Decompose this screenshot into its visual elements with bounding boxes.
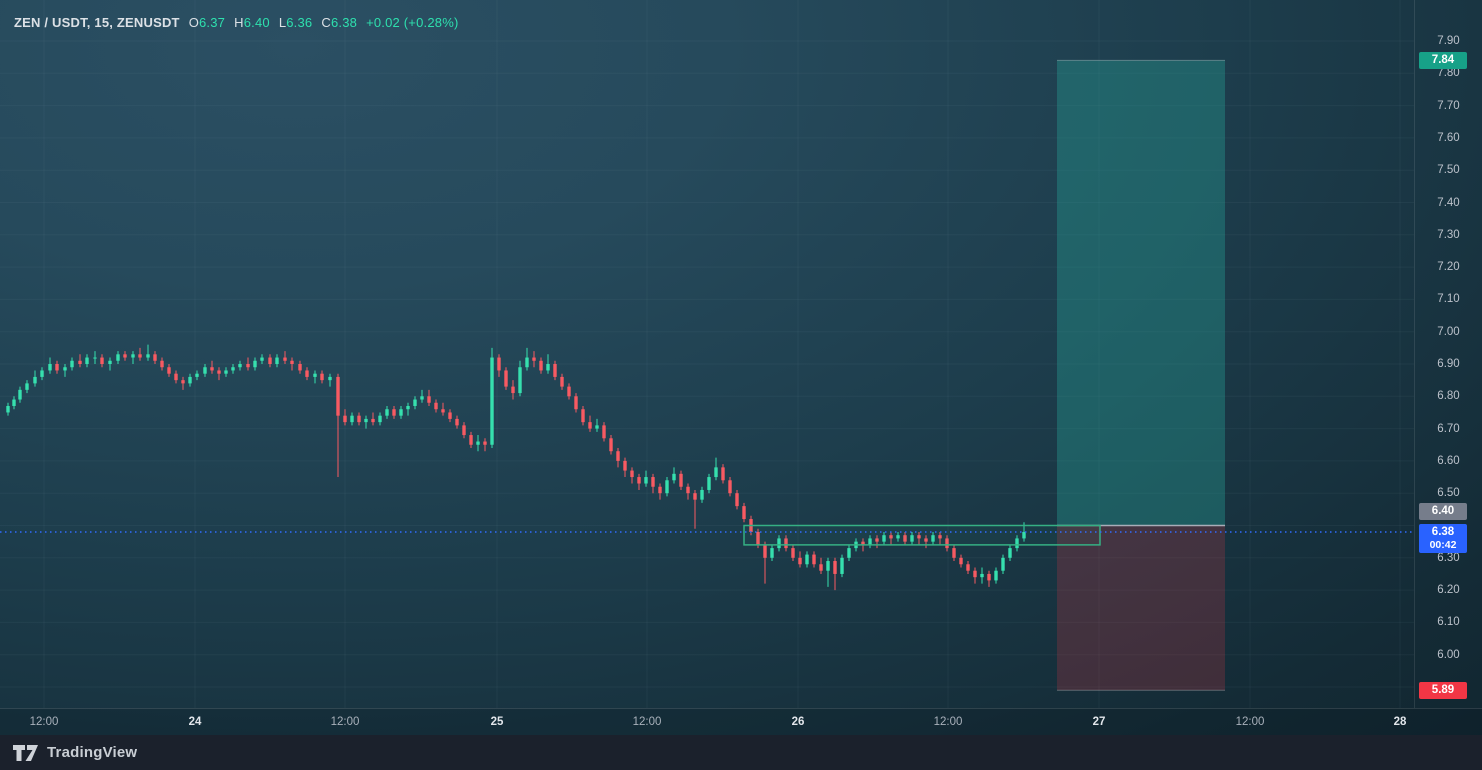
price-tick-label: 7.00: [1437, 325, 1460, 338]
price-tick-label: 7.50: [1437, 164, 1460, 177]
price-tick-label: 6.80: [1437, 390, 1460, 403]
price-tick-label: 7.90: [1437, 35, 1460, 47]
target-price-badge: 7.84: [1419, 51, 1467, 69]
price-tick-label: 6.00: [1437, 648, 1460, 661]
price-tick-label: 7.20: [1437, 261, 1460, 274]
ohlc-low: L6.36: [278, 15, 313, 30]
price-tick-label: 7.80: [1437, 67, 1460, 80]
candlestick-series: [6, 344, 1026, 591]
price-zone-rectangle[interactable]: [743, 524, 1101, 546]
time-tick-day-label: 28: [1393, 716, 1407, 728]
price-tick-label: 6.60: [1437, 454, 1460, 467]
countdown-timer: 00:42: [1429, 538, 1457, 551]
time-tick-hour-label: 12:00: [1235, 716, 1265, 728]
time-tick-day-label: 26: [791, 716, 805, 728]
ohlc-close: C6.38: [321, 15, 358, 30]
ohlc-open: O6.37: [188, 15, 226, 30]
tradingview-logo-icon[interactable]: [13, 743, 39, 762]
price-tick-label: 6.70: [1437, 422, 1460, 435]
price-tick-label: 7.60: [1437, 131, 1460, 144]
price-tick-label: 7.70: [1437, 99, 1460, 112]
price-tick-label: 7.30: [1437, 228, 1460, 241]
last-price-badge: 6.38 00:42: [1419, 523, 1467, 553]
time-tick-day-label: 24: [188, 716, 202, 728]
entry-price-badge: 6.40: [1419, 502, 1467, 520]
price-tick-label: 6.90: [1437, 358, 1460, 370]
stop-price-badge: 5.89: [1419, 681, 1467, 699]
long-position-loss-zone[interactable]: [1057, 525, 1225, 691]
price-tick-label: 6.50: [1437, 487, 1460, 500]
time-tick-hour-label: 12:00: [330, 716, 360, 728]
symbol-title[interactable]: ZEN / USDT, 15, ZENUSDT: [14, 15, 180, 30]
tradingview-logo-text[interactable]: TradingView: [47, 744, 138, 761]
price-tick-label: 6.30: [1437, 551, 1460, 564]
time-tick-day-label: 25: [490, 716, 504, 728]
price-tick-label: 6.10: [1437, 616, 1460, 629]
price-tick-label: 7.10: [1437, 293, 1460, 306]
price-tick-label: 7.40: [1437, 196, 1460, 209]
candlestick-chart-pane[interactable]: [0, 0, 1414, 708]
time-axis[interactable]: 12:00 24 12:00 25 12:00 26 12:00 27 12:00 28: [0, 708, 1482, 735]
grid-lines: [0, 0, 1414, 708]
chart-legend: ZEN / USDT, 15, ZENUSDT O6.37 H6.40 L6.3…: [14, 15, 458, 30]
time-tick-hour-label: 12:00: [29, 716, 59, 728]
long-position-profit-zone[interactable]: [1057, 60, 1225, 526]
price-change: +0.02 (+0.28%): [366, 15, 459, 30]
footer-bar: TradingView: [0, 735, 1482, 770]
time-tick-hour-label: 12:00: [632, 716, 662, 728]
price-axis[interactable]: 7.90 7.80 7.70 7.60 7.50 7.40 7.30 7.20 7.10 7.00…: [1414, 0, 1482, 708]
price-tick-label: 6.20: [1437, 584, 1460, 597]
time-tick-day-label: 27: [1092, 716, 1106, 728]
time-tick-hour-label: 12:00: [933, 716, 963, 728]
ohlc-high: H6.40: [234, 15, 270, 30]
